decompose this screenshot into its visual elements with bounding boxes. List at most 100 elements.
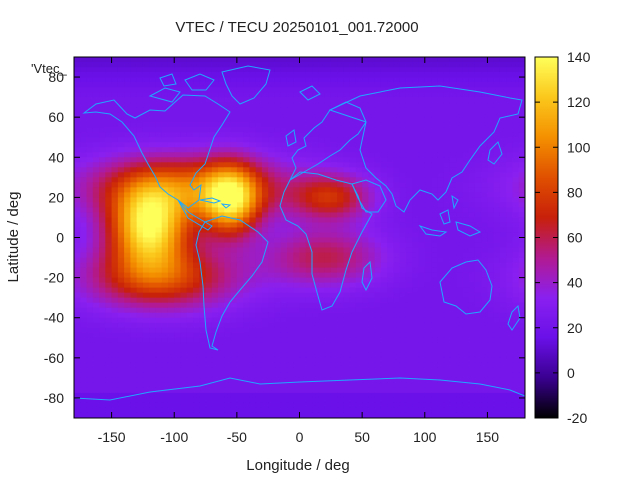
heatmap-cell xyxy=(274,367,282,374)
heatmap-cell xyxy=(261,382,269,389)
heatmap-cell xyxy=(255,277,263,284)
heatmap-cell xyxy=(387,362,395,369)
heatmap-cell xyxy=(324,342,332,349)
heatmap-cell xyxy=(186,97,194,103)
heatmap-cell xyxy=(117,362,125,369)
heatmap-cell xyxy=(255,362,263,369)
heatmap-cell xyxy=(343,127,351,133)
heatmap-cell xyxy=(512,227,520,234)
heatmap-cell xyxy=(218,362,225,369)
heatmap-cell xyxy=(243,287,250,294)
heatmap-cell xyxy=(105,107,113,113)
heatmap-cell xyxy=(387,202,395,209)
heatmap-cell xyxy=(393,62,401,68)
heatmap-cell xyxy=(355,57,363,63)
heatmap-cell xyxy=(374,317,382,324)
heatmap-cell xyxy=(337,132,344,138)
heatmap-cell xyxy=(418,222,426,229)
heatmap-cell xyxy=(230,307,238,314)
heatmap-cell xyxy=(468,97,476,103)
heatmap-cell xyxy=(393,292,401,299)
heatmap-cell xyxy=(149,382,157,389)
heatmap-cell xyxy=(243,112,250,118)
heatmap-cell xyxy=(349,282,357,289)
heatmap-cell xyxy=(117,312,125,319)
heatmap-cell xyxy=(374,277,382,284)
heatmap-cell xyxy=(374,62,382,68)
heatmap-cell xyxy=(355,172,363,178)
heatmap-cell xyxy=(393,272,401,279)
heatmap-cell xyxy=(243,327,250,334)
heatmap-cell xyxy=(280,362,288,369)
heatmap-cell xyxy=(230,257,238,264)
heatmap-cell xyxy=(343,337,351,344)
heatmap-cell xyxy=(74,57,81,63)
heatmap-cell xyxy=(205,87,213,93)
heatmap-cell xyxy=(393,357,401,364)
heatmap-cell xyxy=(274,107,282,113)
heatmap-cell xyxy=(368,142,376,148)
heatmap-cell xyxy=(412,187,420,193)
heatmap-cell xyxy=(268,97,276,103)
heatmap-cell xyxy=(355,392,363,399)
heatmap-cell xyxy=(174,57,182,63)
heatmap-cell xyxy=(493,72,501,78)
heatmap-cell xyxy=(155,312,163,319)
heatmap-cell xyxy=(324,217,332,224)
heatmap-cell xyxy=(117,62,125,68)
heatmap-cell xyxy=(443,212,451,219)
heatmap-cell xyxy=(462,242,470,249)
heatmap-cell xyxy=(456,242,463,249)
heatmap-cell xyxy=(174,152,182,158)
heatmap-cell xyxy=(236,242,244,249)
heatmap-cell xyxy=(312,307,319,314)
heatmap-cell xyxy=(280,62,288,68)
heatmap-cell xyxy=(255,367,263,374)
heatmap-cell xyxy=(274,252,282,259)
heatmap-cell xyxy=(443,132,451,138)
heatmap-cell xyxy=(449,242,457,249)
heatmap-cell xyxy=(380,77,388,83)
heatmap-cell xyxy=(199,312,207,319)
heatmap-cell xyxy=(431,182,438,188)
heatmap-cell xyxy=(180,157,188,163)
heatmap-cell xyxy=(92,337,100,344)
heatmap-cell xyxy=(337,152,344,158)
heatmap-cell xyxy=(343,87,351,93)
heatmap-cell xyxy=(174,282,182,289)
heatmap-cell xyxy=(105,397,113,404)
heatmap-cell xyxy=(74,157,81,163)
heatmap-cell xyxy=(205,337,213,344)
heatmap-cell xyxy=(286,302,294,309)
heatmap-cell xyxy=(318,282,326,289)
heatmap-cell xyxy=(387,367,395,374)
heatmap-cell xyxy=(412,172,420,178)
heatmap-cell xyxy=(180,117,188,123)
heatmap-cell xyxy=(380,197,388,203)
heatmap-cell xyxy=(167,57,175,63)
heatmap-cell xyxy=(199,167,207,173)
heatmap-cell xyxy=(99,267,106,274)
heatmap-cell xyxy=(462,217,470,224)
heatmap-cell xyxy=(443,362,451,369)
heatmap-cell xyxy=(318,177,326,183)
heatmap-cell xyxy=(280,337,288,344)
heatmap-cell xyxy=(506,197,514,203)
heatmap-cell xyxy=(286,347,294,354)
heatmap-cell xyxy=(105,287,113,294)
heatmap-cell xyxy=(312,222,319,229)
heatmap-cell xyxy=(167,357,175,364)
heatmap-cell xyxy=(518,142,525,148)
heatmap-cell xyxy=(92,292,100,299)
heatmap-cell xyxy=(299,357,307,364)
heatmap-cell xyxy=(142,62,150,68)
heatmap-cell xyxy=(418,107,426,113)
heatmap-cell xyxy=(111,317,119,324)
heatmap-cell xyxy=(499,387,507,394)
heatmap-cell xyxy=(80,137,88,143)
heatmap-cell xyxy=(443,57,451,63)
heatmap-cell xyxy=(462,282,470,289)
heatmap-cell xyxy=(155,212,163,219)
heatmap-cell xyxy=(399,57,407,63)
heatmap-cell xyxy=(481,62,489,68)
